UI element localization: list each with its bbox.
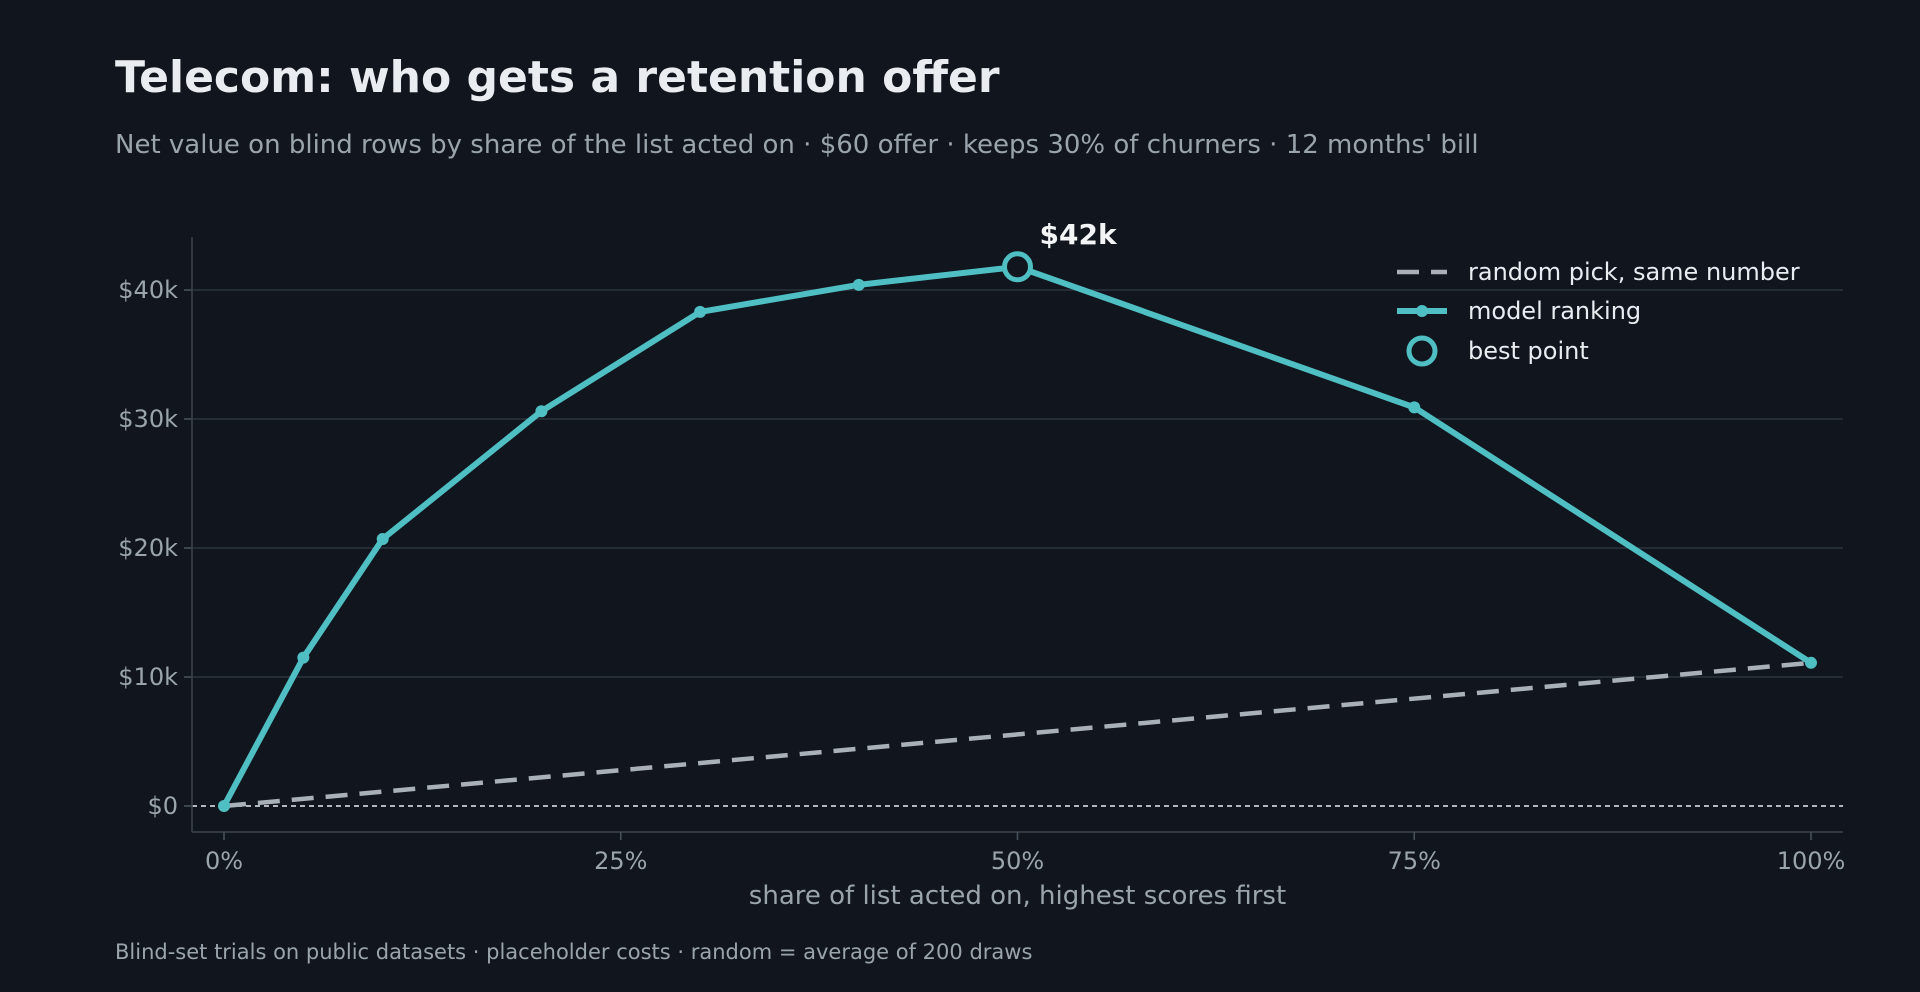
x-tick-label: 25% [594,847,647,875]
legend-label-random: random pick, same number [1468,258,1800,286]
y-tick-label: $0 [147,792,178,820]
y-tick-label: $20k [118,534,178,562]
model-data-point [376,532,389,545]
data-markers: $42k [218,218,1817,812]
model-data-point [535,405,548,418]
model-data-point [218,800,230,812]
x-tick-label: 50% [991,847,1044,875]
footnote: Blind-set trials on public datasets · pl… [115,940,1033,964]
legend-label-model: model ranking [1468,297,1641,325]
legend-swatch-best-point [1406,335,1438,367]
axes: $0 $10k $20k $30k $40k 0% 25% 50% 75% 100% share o… [118,237,1845,911]
best-point-label: $42k [1040,218,1118,251]
legend-label-best-point: best point [1468,337,1589,365]
y-tick-label: $10k [118,663,178,691]
x-tick-label: 0% [205,847,243,875]
series-line-random [223,660,1812,809]
model-data-point [1408,401,1421,414]
legend: random pick, same number model ranking bes… [1397,258,1800,367]
chart-title: Telecom: who gets a retention offer [115,52,1000,103]
y-tick-label: $40k [118,276,178,304]
best-point-marker [1002,251,1033,283]
x-tick-label: 75% [1388,847,1441,875]
y-tick-label: $30k [118,405,178,433]
x-tick-label: 100% [1777,847,1846,875]
chart-subtitle: Net value on blind rows by share of the … [115,130,1479,160]
gridlines [192,289,1843,807]
model-data-point [1805,656,1817,669]
model-data-point [852,278,865,291]
model-data-point [694,305,707,318]
legend-swatch-model-marker [1416,305,1428,317]
model-data-point [297,651,310,664]
x-axis-label: share of list acted on, highest scores f… [749,881,1286,911]
